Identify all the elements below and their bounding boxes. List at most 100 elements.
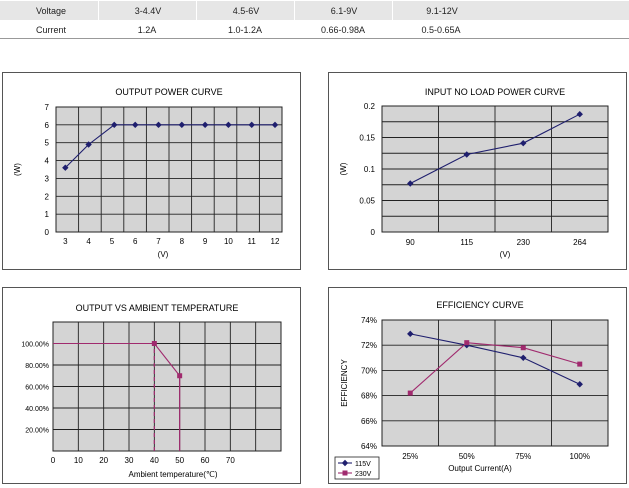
- spec-cell: 0.5-0.65A: [421, 24, 461, 35]
- y-tick-label: 68%: [361, 392, 377, 401]
- x-tick-label: 90: [406, 238, 415, 247]
- output-vs-ambient-temperature-panel: OUTPUT VS AMBIENT TEMPERATURE 20.00% 40.00…: [2, 287, 301, 484]
- spec-row-label: Voltage: [36, 5, 67, 16]
- data-point: [341, 459, 349, 467]
- x-axis-label: (V): [158, 250, 169, 259]
- x-tick-label: 75%: [515, 452, 531, 461]
- spec-row-current: Current 1.2A 1.0-1.2A 0.66-0.98A 0.5-0.6…: [0, 21, 629, 39]
- data-point: [177, 373, 183, 379]
- data-point: [463, 342, 470, 349]
- spec-cell: 1.2A: [137, 24, 157, 35]
- series-line: [409, 342, 580, 394]
- data-point: [62, 164, 69, 171]
- spec-cell: 4.5-6V: [196, 1, 295, 20]
- data-point: [407, 390, 413, 396]
- data-point: [407, 330, 414, 338]
- efficiency-curve-panel: EFFICIENCY CURVE 64% 66% 68% 70% 72% 74% 25% 50%…: [328, 287, 627, 484]
- y-tick-label: 2: [45, 192, 50, 201]
- series-line: [409, 113, 581, 184]
- y-tick-label: 3: [45, 174, 50, 183]
- output-power-curve-panel: OUTPUT POWER CURVE 0 1 2 3 4 5 6 7 3 4 5 6 7 8 9 10 11 12(…: [2, 72, 301, 270]
- y-tick-label: 60.00%: [25, 385, 49, 392]
- y-tick-label: 0.2: [364, 102, 376, 111]
- data-point: [155, 121, 162, 129]
- chart-title: INPUT NO LOAD POWER CURVE: [425, 87, 565, 97]
- y-tick-label: 0.15: [359, 134, 375, 143]
- x-tick-label: 4: [86, 237, 91, 246]
- y-tick-label: 100.00%: [21, 342, 49, 349]
- legend-label: 115V: [355, 461, 371, 468]
- data-point: [132, 121, 139, 129]
- chart-title: EFFICIENCY CURVE: [436, 300, 523, 310]
- y-tick-label: 0: [371, 228, 376, 237]
- x-tick-label: 20: [99, 456, 108, 465]
- x-axis-label: (V): [500, 250, 511, 259]
- data-point: [225, 121, 232, 129]
- x-tick-label: 8: [180, 237, 185, 246]
- y-tick-label: 0.1: [364, 165, 376, 174]
- y-tick-label: 6: [45, 121, 50, 130]
- data-point: [520, 354, 527, 361]
- data-point: [520, 139, 527, 147]
- y-tick-label: 80.00%: [25, 363, 49, 370]
- spec-row-voltage: Voltage 3-4.4V 4.5-6V 6.1-9V 9.1-12V: [0, 1, 629, 20]
- x-tick-label: 40: [150, 456, 159, 465]
- y-tick-label: 7: [45, 103, 50, 112]
- series-line: [64, 124, 276, 169]
- series-line: [410, 333, 580, 385]
- x-tick-label: 3: [63, 237, 68, 246]
- x-tick-label: 50: [175, 456, 184, 465]
- data-point: [576, 381, 583, 388]
- x-tick-label: 7: [156, 237, 161, 246]
- x-tick-label: 6: [133, 237, 138, 246]
- y-tick-label: 20.00%: [25, 428, 49, 435]
- data-point: [111, 121, 118, 129]
- data-point: [201, 121, 209, 129]
- data-point: [178, 121, 186, 129]
- spec-cell: 3-4.4V: [98, 1, 197, 20]
- chart-title: OUTPUT VS AMBIENT TEMPERATURE: [76, 303, 239, 313]
- x-tick-label: 50%: [459, 452, 475, 461]
- x-tick-label: 10: [224, 237, 233, 246]
- x-axis-label: Output Current(A): [448, 464, 512, 473]
- x-tick-label: 11: [248, 237, 257, 246]
- efficiency-curve-chart: EFFICIENCY CURVE 64% 66% 68% 70% 72% 74% 25% 50%…: [334, 300, 609, 480]
- spec-cell: 6.1-9V: [294, 1, 393, 20]
- y-tick-label: 64%: [361, 442, 377, 451]
- data-point: [577, 361, 583, 367]
- x-tick-label: 9: [203, 237, 208, 246]
- y-tick-label: 70%: [361, 366, 377, 375]
- x-tick-label: 30: [125, 456, 134, 465]
- output-vs-ambient-temperature-chart: OUTPUT VS AMBIENT TEMPERATURE 20.00% 40.00…: [21, 303, 282, 479]
- data-point: [271, 121, 279, 129]
- y-tick-label: 0.05: [359, 197, 375, 206]
- chart-title: OUTPUT POWER CURVE: [115, 87, 222, 97]
- data-point: [407, 180, 414, 187]
- input-no-load-power-curve-chart: INPUT NO LOAD POWER CURVE 0 0.05 0.1 0.15 0.2…: [339, 87, 609, 259]
- y-axis-label: EFFICIENCY: [340, 359, 349, 407]
- y-tick-label: 5: [45, 139, 50, 148]
- spec-table: Voltage 3-4.4V 4.5-6V 6.1-9V 9.1-12V Cur…: [0, 0, 629, 40]
- y-tick-label: 72%: [361, 341, 377, 350]
- x-tick-label: 115: [460, 238, 473, 247]
- x-tick-label: 230: [517, 238, 531, 247]
- y-tick-label: 0: [45, 228, 50, 237]
- x-tick-label: 60: [201, 456, 210, 465]
- x-tick-label: 5: [110, 237, 115, 246]
- spec-cell: 1.0-1.2A: [227, 24, 263, 35]
- data-point: [248, 121, 255, 129]
- x-tick-label: 12: [271, 237, 280, 246]
- data-point: [151, 341, 157, 346]
- y-axis-label: (W): [13, 163, 22, 176]
- x-tick-label: 264: [573, 238, 587, 247]
- y-tick-label: 1: [45, 210, 50, 219]
- legend-label: 230V: [355, 471, 372, 478]
- x-tick-label: 100%: [570, 452, 590, 461]
- data-point: [520, 345, 526, 351]
- x-axis-label: Ambient temperature(℃): [128, 470, 217, 479]
- y-tick-label: 40.00%: [25, 406, 49, 413]
- data-point: [464, 340, 470, 346]
- data-point: [576, 110, 583, 118]
- spec-cell: 9.1-12V: [392, 1, 491, 20]
